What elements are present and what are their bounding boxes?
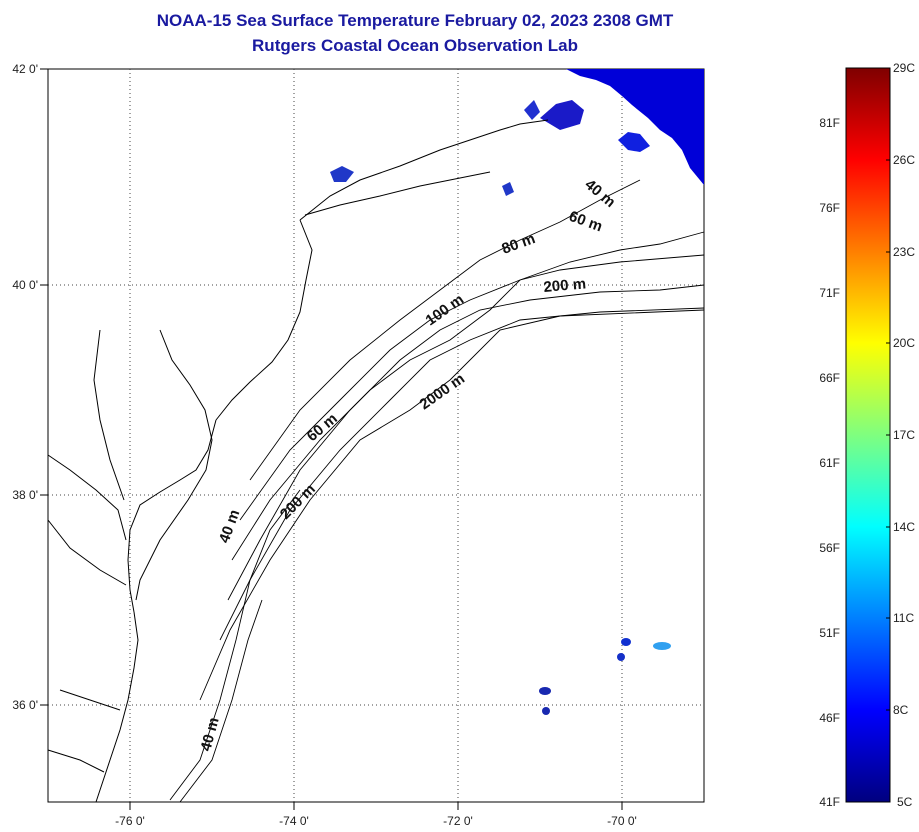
graticule xyxy=(48,69,704,802)
fahrenheit-label: 66F xyxy=(819,371,840,385)
celsius-label: 29C xyxy=(893,61,915,75)
depth-label: 200 m xyxy=(543,275,587,296)
celsius-label: 5C xyxy=(897,795,913,809)
map-title: NOAA-15 Sea Surface Temperature February… xyxy=(156,11,674,30)
lat-label: 38 0' xyxy=(12,488,38,502)
latitude-labels: 42 0' 40 0' 38 0' 36 0' xyxy=(12,62,38,712)
lon-label: -72 0' xyxy=(443,814,473,828)
longitude-labels: -76 0' -74 0' -72 0' -70 0' xyxy=(115,814,637,828)
celsius-label: 14C xyxy=(893,520,915,534)
map-frame xyxy=(47,68,705,803)
fahrenheit-label: 56F xyxy=(819,541,840,555)
temperature-colorbar xyxy=(845,67,891,803)
lat-label: 40 0' xyxy=(12,278,38,292)
lon-label: -70 0' xyxy=(607,814,637,828)
axis-ticks xyxy=(40,68,623,810)
colorbar-labels: 29C 26C 23C 20C 17C 14C 11C 8C 5C 81F 76… xyxy=(819,61,915,809)
colorbar-ticks xyxy=(886,159,890,711)
celsius-label: 8C xyxy=(893,703,909,717)
celsius-label: 23C xyxy=(893,245,915,259)
fahrenheit-label: 81F xyxy=(819,116,840,130)
lon-label: -76 0' xyxy=(115,814,145,828)
celsius-label: 17C xyxy=(893,428,915,442)
fahrenheit-label: 46F xyxy=(819,711,840,725)
celsius-label: 11C xyxy=(893,611,914,625)
fahrenheit-label: 76F xyxy=(819,201,840,215)
map-subtitle: Rutgers Coastal Ocean Observation Lab xyxy=(252,36,578,55)
lat-label: 36 0' xyxy=(12,698,38,712)
isobaths xyxy=(169,179,705,803)
lat-label: 42 0' xyxy=(12,62,38,76)
fahrenheit-label: 51F xyxy=(819,626,840,640)
lon-label: -74 0' xyxy=(279,814,309,828)
fahrenheit-label: 41F xyxy=(819,795,840,809)
coastline xyxy=(47,119,549,803)
cold-water-patch xyxy=(330,69,704,715)
fahrenheit-label: 61F xyxy=(819,456,840,470)
celsius-label: 20C xyxy=(893,336,915,350)
celsius-label: 26C xyxy=(893,153,915,167)
fahrenheit-label: 71F xyxy=(819,286,840,300)
